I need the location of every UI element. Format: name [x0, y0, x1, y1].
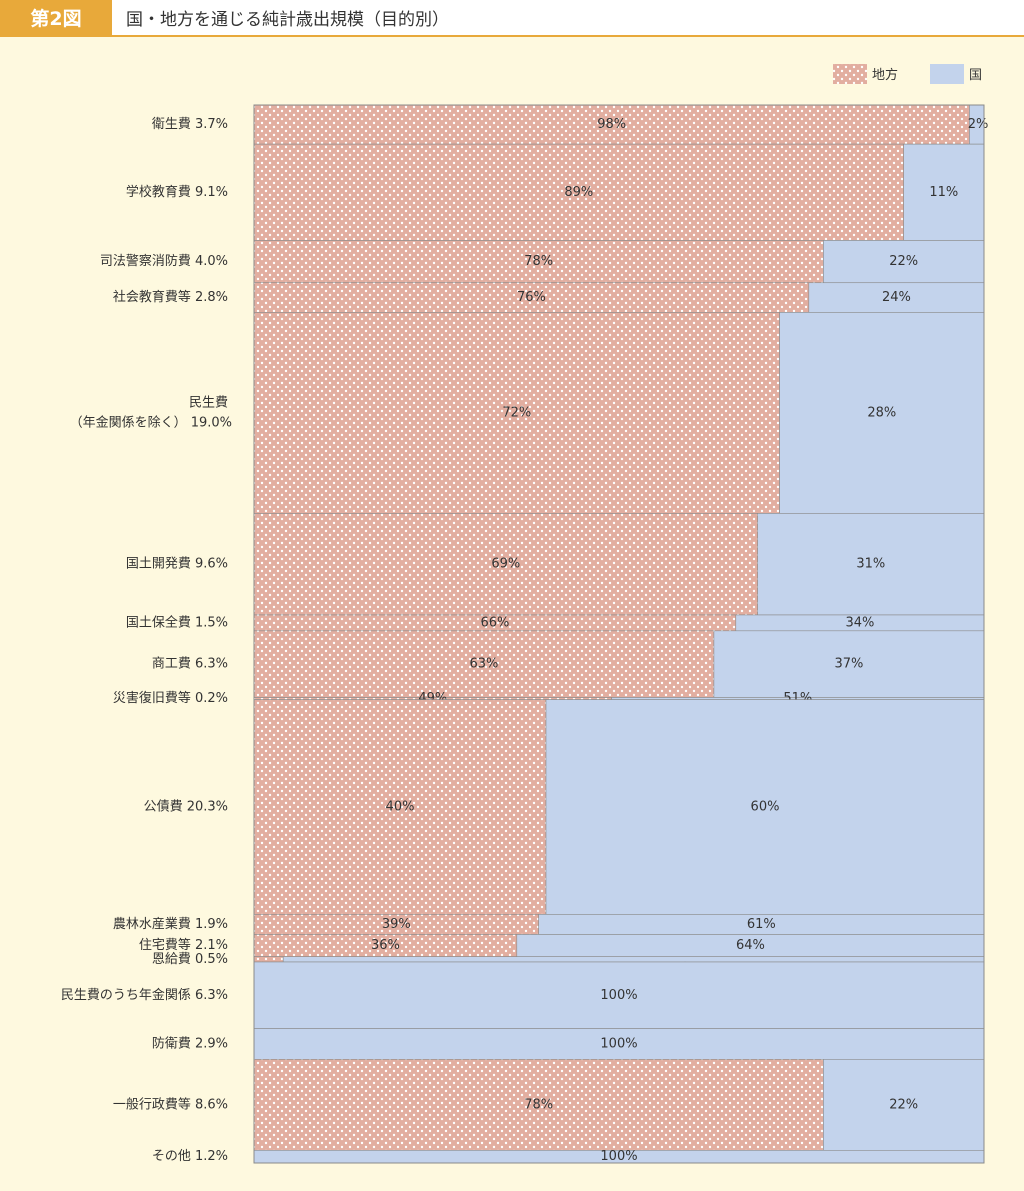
bar-national — [713, 630, 985, 698]
category-label: 国土保全費 1.5% — [126, 614, 228, 630]
category-label: 司法警察消防費 4.0% — [100, 253, 228, 269]
bar-local — [253, 143, 905, 241]
category-label: 防衛費 2.9% — [152, 1035, 228, 1051]
category-label: 民生費 — [189, 395, 228, 410]
value-label-local: 76% — [517, 290, 546, 305]
chart: 地方 国 衛生費 3.7% 98% 2% 学校教育費 9.1% 89% 11% 司法警察消防… — [61, 64, 989, 1164]
bar-row: 一般行政費等 8.6% 78% 22% — [113, 1059, 985, 1151]
value-label-national: 24% — [882, 290, 911, 305]
bar-local — [253, 104, 970, 145]
bar-local — [253, 956, 284, 963]
bar-row: 国土開発費 9.6% 69% 31% — [126, 513, 985, 616]
value-label-national: 22% — [889, 254, 918, 269]
legend-label-national: 国 — [969, 68, 982, 83]
category-label: 農林水産業費 1.9% — [113, 916, 228, 932]
bar-row: 社会教育費等 2.8% 76% 24% — [113, 282, 985, 313]
bar-local — [253, 312, 780, 514]
bar-local — [253, 240, 824, 284]
category-label: 民生費のうち年金関係 6.3% — [61, 987, 228, 1003]
value-label-national: 64% — [736, 938, 765, 953]
bar-row: 民生費 （年金関係を除く） 19.0% 72% 28% — [70, 312, 985, 514]
bar-national — [779, 312, 985, 514]
bar-row: 衛生費 3.7% 98% 2% — [152, 104, 989, 145]
value-label-local: 36% — [371, 938, 400, 953]
legend-swatch-national — [930, 64, 964, 84]
bar-national — [282, 956, 985, 963]
legend-swatch-local — [833, 64, 867, 84]
value-label-national: 34% — [845, 615, 874, 630]
category-label: 恩給費 0.5% — [152, 952, 228, 967]
category-label: 公債費 20.3% — [144, 799, 228, 814]
value-label-national: 100% — [600, 1149, 637, 1164]
value-label-national: 11% — [929, 185, 958, 200]
bar-national — [823, 1059, 985, 1151]
value-label-local: 89% — [564, 185, 593, 200]
bar-row: 国土保全費 1.5% 66% 34% — [126, 614, 985, 632]
plot-frame — [253, 104, 985, 1164]
category-label: 学校教育費 9.1% — [126, 184, 228, 200]
value-label-local: 63% — [469, 657, 498, 672]
value-label-national: 100% — [600, 988, 637, 1003]
category-label: （年金関係を除く） 19.0% — [70, 414, 232, 430]
header: 第2図 国・地方を通じる純計歳出規模（目的別） — [0, 0, 1024, 37]
category-label: 一般行政費等 8.6% — [113, 1096, 228, 1112]
page-title: 国・地方を通じる純計歳出規模（目的別） — [126, 10, 449, 30]
bar-row: その他 1.2% 100% — [152, 1149, 985, 1164]
bar-row: 防衛費 2.9% 100% — [152, 1028, 985, 1060]
bar-row: 民生費のうち年金関係 6.3% 100% — [61, 961, 985, 1029]
bar-national — [545, 699, 985, 915]
value-label-national: 61% — [747, 917, 776, 932]
value-label-local: 66% — [480, 615, 509, 630]
value-label-national: 22% — [889, 1097, 918, 1112]
bar-row: 学校教育費 9.1% 89% 11% — [126, 143, 985, 241]
bar-national — [253, 961, 985, 1029]
category-label: 社会教育費等 2.8% — [113, 289, 228, 305]
bar-local — [253, 699, 547, 915]
category-label: 国土開発費 9.6% — [126, 557, 228, 572]
bar-local — [253, 513, 759, 616]
value-label-local: 40% — [386, 799, 415, 814]
bar-row: 公債費 20.3% 40% 60% — [144, 699, 985, 915]
category-label: 衛生費 3.7% — [152, 117, 228, 132]
bar-local — [253, 1059, 824, 1151]
value-label-local: 98% — [597, 117, 626, 132]
bar-row: 災害復旧費等 0.2% 49% 51% — [113, 690, 985, 706]
plot-area: 衛生費 3.7% 98% 2% 学校教育費 9.1% 89% 11% 司法警察消防費 4.0… — [61, 104, 989, 1164]
value-label-local: 72% — [502, 405, 531, 420]
value-label-national: 2% — [968, 117, 989, 132]
value-label-local: 78% — [524, 1097, 553, 1112]
figure-badge: 第2図 — [0, 0, 112, 35]
value-label-national: 100% — [600, 1036, 637, 1051]
bar-national — [808, 282, 985, 313]
value-label-national: 28% — [867, 405, 896, 420]
bar-row: 住宅費等 2.1% 36% 64% — [139, 934, 985, 957]
category-label: 商工費 6.3% — [152, 657, 228, 672]
value-label-national: 37% — [834, 657, 863, 672]
value-label-local: 69% — [491, 557, 520, 572]
bar-row: 農林水産業費 1.9% 39% 61% — [113, 914, 985, 935]
legend: 地方 国 — [833, 64, 982, 84]
category-label: その他 1.2% — [152, 1149, 228, 1164]
value-label-local: 39% — [382, 917, 411, 932]
category-label: 住宅費等 2.1% — [139, 937, 228, 953]
legend-label-local: 地方 — [872, 67, 898, 83]
bar-row: 司法警察消防費 4.0% 78% 22% — [100, 240, 985, 284]
category-label: 災害復旧費等 0.2% — [113, 690, 228, 706]
value-label-national: 31% — [856, 557, 885, 572]
value-label-national: 60% — [751, 799, 780, 814]
bar-national — [903, 143, 985, 241]
value-label-local: 78% — [524, 254, 553, 269]
bar-row: 商工費 6.3% 63% 37% — [152, 630, 985, 698]
